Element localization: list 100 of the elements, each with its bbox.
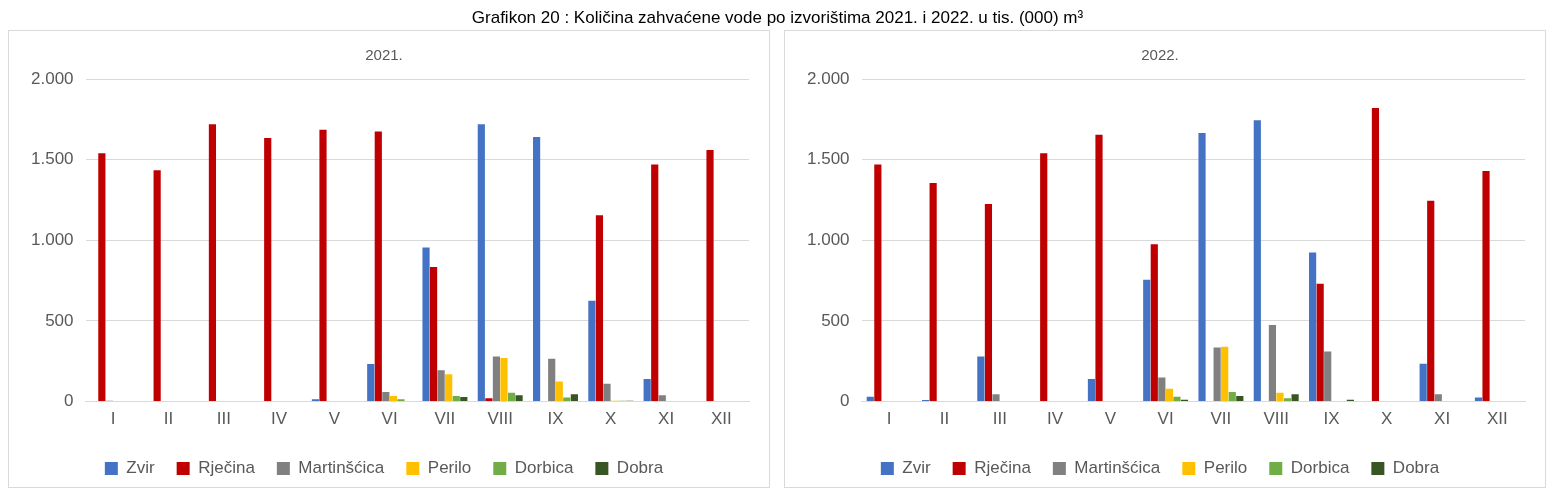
bar <box>1143 279 1151 402</box>
bar <box>1173 396 1181 402</box>
legend-label: Dobra <box>1392 458 1440 478</box>
bar <box>643 379 651 402</box>
legend-label: Perilo <box>1203 458 1248 478</box>
bar <box>977 356 985 402</box>
bar <box>651 164 659 402</box>
bar <box>555 381 563 402</box>
bar <box>1165 388 1173 402</box>
bar <box>367 364 375 402</box>
legend-label: Martinšćica <box>298 458 385 478</box>
bar <box>984 204 993 402</box>
bar <box>588 300 596 402</box>
bar <box>548 358 556 402</box>
bar <box>1095 134 1103 402</box>
bar <box>874 164 882 402</box>
bar <box>208 124 217 402</box>
bar <box>1087 379 1096 402</box>
bar <box>570 394 578 402</box>
y-tick-label: 0 <box>64 391 74 411</box>
bar <box>1482 170 1490 402</box>
bar <box>1268 324 1277 402</box>
bar <box>153 170 161 402</box>
legend-label: Zvir <box>902 458 931 478</box>
bar <box>437 370 445 402</box>
bar <box>500 358 508 402</box>
bar <box>492 356 501 402</box>
legend-label: Perilo <box>427 458 472 478</box>
legend-label: Zvir <box>126 458 155 478</box>
x-tick-label: VI <box>1157 409 1174 429</box>
chart-title: 2022. <box>1141 46 1179 64</box>
bar <box>485 398 493 402</box>
bar <box>515 395 523 402</box>
bar <box>1316 283 1324 402</box>
bar <box>429 266 438 402</box>
x-tick-label: XII <box>710 409 732 429</box>
x-tick-label: VII <box>1210 409 1232 429</box>
bar <box>1283 398 1292 402</box>
y-tick-label: 0 <box>840 391 850 411</box>
x-tick-label: III <box>992 409 1007 429</box>
y-tick-label: 1.000 <box>806 229 850 249</box>
x-tick-label: VI <box>381 409 398 429</box>
bar <box>658 395 666 402</box>
x-tick-label: XI <box>1434 409 1451 429</box>
bar <box>929 183 937 402</box>
y-tick-label: 2.000 <box>806 68 850 88</box>
bar <box>1324 351 1332 402</box>
x-tick-label: III <box>216 409 231 429</box>
bar <box>507 392 516 402</box>
x-tick-label: V <box>328 409 341 429</box>
bar <box>533 137 541 402</box>
legend-label: Dobra <box>616 458 664 478</box>
legend-label: Dorbica <box>514 458 574 478</box>
bar <box>1150 244 1158 402</box>
legend-label: Dorbica <box>1290 458 1350 478</box>
y-tick-label: 1.500 <box>30 149 74 169</box>
bar <box>264 137 272 402</box>
x-tick-label: IV <box>271 409 288 429</box>
x-tick-label: IV <box>1047 409 1064 429</box>
bar <box>452 395 460 402</box>
bar <box>1213 347 1221 402</box>
x-tick-label: IX <box>547 409 564 429</box>
bar <box>445 374 453 402</box>
bar <box>1236 395 1244 402</box>
x-tick-label: I <box>886 409 892 429</box>
bar <box>706 149 714 402</box>
x-tick-label: X <box>1381 409 1393 429</box>
bar <box>389 395 397 402</box>
bar <box>1427 200 1435 402</box>
bar <box>1419 363 1427 402</box>
y-tick-label: 500 <box>45 310 74 330</box>
bar <box>603 383 611 402</box>
chart-title: 2021. <box>365 46 403 64</box>
bar <box>866 396 874 402</box>
x-tick-label: V <box>1104 409 1117 429</box>
bar <box>1276 392 1284 402</box>
bar <box>1198 133 1206 402</box>
legend-label: Rječina <box>198 458 256 478</box>
legend-label: Martinšćica <box>1074 458 1161 478</box>
bar <box>1291 394 1299 402</box>
x-tick-label: XII <box>1486 409 1508 429</box>
bar <box>422 247 430 402</box>
bar <box>319 129 327 402</box>
y-tick-label: 500 <box>821 310 850 330</box>
bar <box>460 397 468 402</box>
x-tick-label: VII <box>434 409 456 429</box>
bar <box>1158 377 1166 402</box>
y-tick-label: 2.000 <box>30 68 74 88</box>
y-tick-label: 1.000 <box>30 229 74 249</box>
x-tick-label: IX <box>1323 409 1340 429</box>
bar <box>1228 391 1236 402</box>
bar <box>1040 153 1048 402</box>
x-tick-label: X <box>605 409 617 429</box>
x-tick-label: VIII <box>487 409 513 429</box>
x-tick-label: I <box>110 409 116 429</box>
bar <box>595 215 604 402</box>
bar <box>477 124 485 402</box>
bar <box>98 153 106 402</box>
bar <box>382 391 390 402</box>
legend-label: Rječina <box>974 458 1032 478</box>
